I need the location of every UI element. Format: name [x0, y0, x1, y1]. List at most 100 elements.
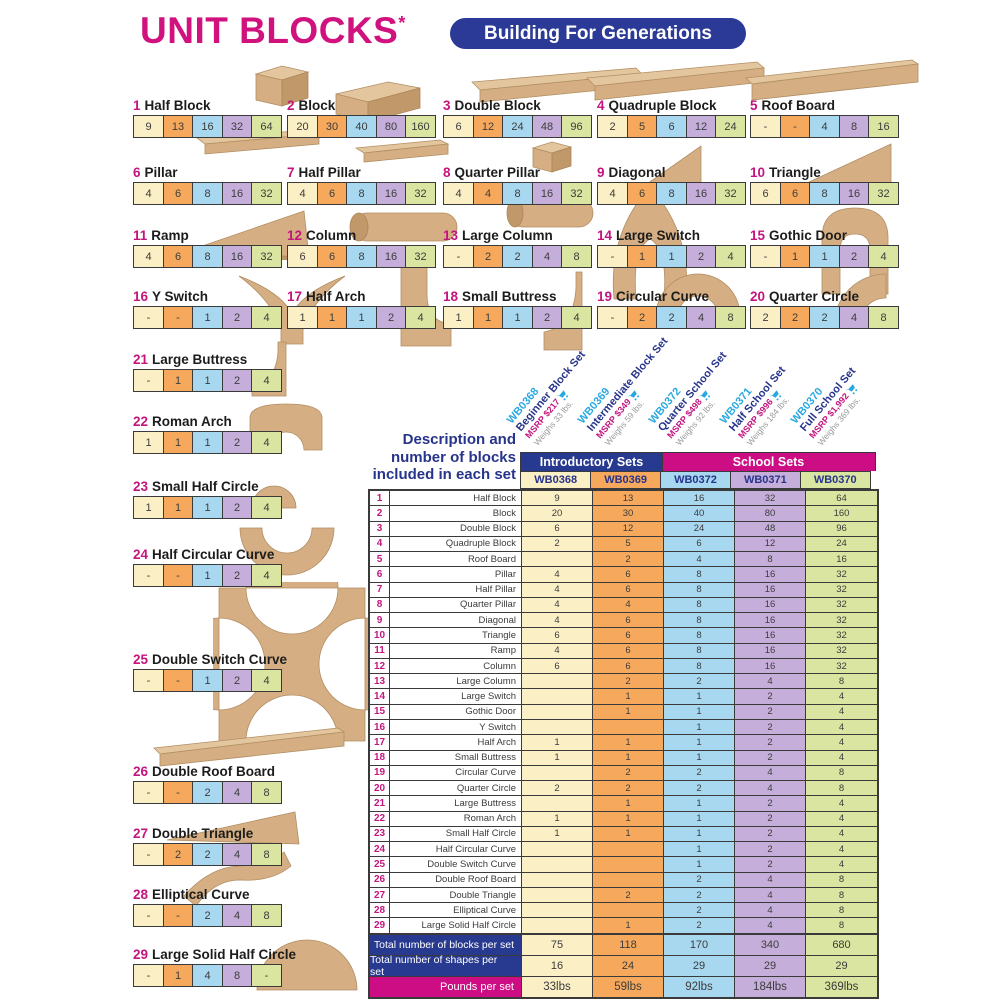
block-item: 15 Gothic Door - 1 1 2 4 [750, 228, 910, 268]
block-label: 19 Circular Curve [597, 289, 757, 304]
count-cell: 1 [809, 245, 840, 268]
block-count-row: 9 13 16 32 64 [133, 115, 293, 138]
row-value: 2 [593, 887, 664, 904]
count-cell: 30 [316, 115, 348, 138]
row-value: 1 [593, 704, 664, 720]
row-value: 8 [664, 643, 735, 659]
block-count-row: - - 2 4 8 [133, 904, 293, 927]
count-cell: - [597, 245, 628, 268]
count-cell: - [133, 564, 164, 587]
row-name: Half Pillar [390, 582, 522, 598]
block-photo-quarter-pillar [528, 136, 576, 174]
row-value: 64 [806, 491, 877, 507]
row-number: 18 [370, 750, 390, 766]
row-value: 16 [735, 628, 806, 644]
row-value: 8 [735, 552, 806, 568]
block-count-row: - - 1 2 4 [133, 669, 293, 692]
count-cell: 16 [868, 115, 899, 138]
block-item: 4 Quadruple Block 2 5 6 12 24 [597, 98, 757, 138]
count-cell: 2 [809, 306, 840, 329]
block-item: 25 Double Switch Curve - - 1 2 4 [133, 652, 293, 692]
count-cell: 2 [221, 431, 253, 454]
row-value: 8 [664, 613, 735, 629]
count-cell: 2 [375, 306, 407, 329]
count-cell: 4 [531, 245, 563, 268]
block-number: 12 [287, 228, 303, 243]
block-name: Diagonal [608, 165, 666, 180]
count-cell: 2 [779, 306, 811, 329]
count-cell: 16 [221, 182, 253, 205]
block-number: 20 [750, 289, 766, 304]
table-row: 8 Quarter Pillar 4 4 8 16 32 [370, 597, 877, 614]
row-number: 19 [370, 765, 390, 782]
pounds-label: Pounds per set [370, 975, 522, 997]
set-header-wb0372: WB0372 Quarter School Set MSRP $498 Weig… [647, 342, 746, 448]
comparison-table: Introductory Sets School Sets WB0368 WB0… [368, 452, 879, 999]
count-cell: 1 [316, 306, 348, 329]
table-row: 24 Half Circular Curve 1 2 4 [370, 842, 877, 858]
count-cell: 8 [838, 115, 870, 138]
table-row: 4 Quadruple Block 2 5 6 12 24 [370, 536, 877, 553]
row-value: 2 [664, 674, 735, 690]
row-number: 25 [370, 857, 390, 873]
count-cell: 32 [405, 245, 436, 268]
table-row: 6 Pillar 4 6 8 16 32 [370, 567, 877, 583]
block-photo-double-roof-board [150, 726, 348, 768]
count-cell: 6 [162, 182, 194, 205]
count-cell: - [133, 369, 164, 392]
row-value [522, 903, 593, 919]
code-cell: WB0372 [659, 471, 732, 489]
block-number: 1 [133, 98, 141, 113]
block-item: 5 Roof Board - - 4 8 16 [750, 98, 910, 138]
row-name: Large Solid Half Circle [390, 918, 522, 934]
row-value: 2 [735, 704, 806, 720]
row-value: 9 [522, 491, 593, 507]
set-header-wb0368: WB0368 Beginner Block Set MSRP $217 Weig… [505, 341, 605, 448]
block-number: 8 [443, 165, 451, 180]
cart-icon [556, 389, 568, 400]
code-cell: WB0368 [520, 471, 592, 489]
block-count-row: - 1 4 8 - [133, 964, 293, 987]
row-number: 24 [370, 842, 390, 858]
block-name: Elliptical Curve [152, 887, 250, 902]
count-cell: 64 [251, 115, 282, 138]
block-item: 16 Y Switch - - 1 2 4 [133, 289, 293, 329]
block-number: 5 [750, 98, 758, 113]
page-title: UNIT BLOCKS* [140, 10, 406, 51]
row-name: Quadruple Block [390, 536, 522, 553]
row-value [593, 857, 664, 873]
block-name: Double Switch Curve [152, 652, 288, 667]
block-photo-double-triangle [163, 806, 303, 848]
row-value: 1 [593, 811, 664, 827]
row-value [593, 719, 664, 736]
set-msrp: MSRP $217 [523, 357, 596, 441]
row-value: 4 [806, 796, 877, 812]
count-cell: 1 [162, 369, 194, 392]
block-number: 6 [133, 165, 141, 180]
row-value: 16 [806, 552, 877, 568]
count-cell: 1 [346, 306, 377, 329]
count-cell: 1 [192, 496, 223, 519]
block-name: Half Block [144, 98, 211, 113]
row-value: 6 [593, 567, 664, 583]
count-cell: 6 [626, 182, 658, 205]
block-label: 2 Block [287, 98, 447, 113]
row-value: 4 [522, 567, 593, 583]
row-value: 4 [735, 781, 806, 797]
block-name: Large Switch [616, 228, 701, 243]
row-value: 2 [735, 689, 806, 705]
count-cell: 32 [405, 182, 436, 205]
total-value: 16 [522, 954, 593, 976]
count-cell: - [162, 306, 194, 329]
row-value: 32 [806, 597, 877, 614]
row-value [522, 857, 593, 873]
count-cell: 4 [472, 182, 504, 205]
row-value [522, 552, 593, 568]
code-cell: WB0371 [729, 471, 802, 489]
count-cell: 4 [561, 306, 592, 329]
pounds-value: 59lbs [593, 975, 664, 997]
count-cell: 4 [251, 369, 282, 392]
block-count-row: 6 6 8 16 32 [287, 245, 447, 268]
row-value: 32 [735, 491, 806, 507]
row-number: 12 [370, 658, 390, 675]
